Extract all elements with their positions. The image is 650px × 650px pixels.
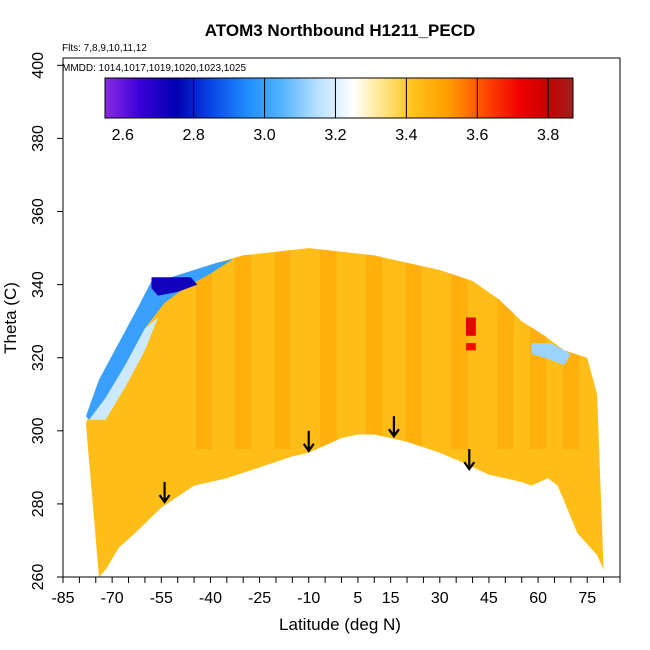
- heatmap-layer: [85, 248, 604, 577]
- colorbar-swatch: [104, 77, 574, 119]
- colorbar-tick-label: 2.6: [112, 127, 134, 144]
- arrow-3: [463, 449, 476, 471]
- colorbar-tick-label: 3.8: [537, 127, 559, 144]
- x-tick-label: 30: [431, 590, 449, 607]
- x-tick-label: -85: [51, 590, 74, 607]
- y-tick-label: 280: [30, 490, 47, 517]
- colorbar-tick-label: 3.4: [395, 127, 417, 144]
- colorbar-tick-label: 3.2: [324, 127, 346, 144]
- y-tick-label: 340: [30, 271, 47, 298]
- y-tick-label: 360: [30, 198, 47, 225]
- band-1: [235, 248, 252, 450]
- x-tick-label: 75: [578, 590, 596, 607]
- chart-title: ATOM3 Northbound H1211_PECD: [205, 21, 475, 40]
- x-tick-label: -70: [101, 590, 124, 607]
- band-5: [405, 248, 422, 450]
- band-2: [274, 248, 291, 450]
- band-7: [497, 248, 514, 450]
- arrow-2: [388, 416, 400, 439]
- y-tick-label: 320: [30, 344, 47, 371]
- x-tick-label: 60: [529, 590, 547, 607]
- y-axis: 260 280 300 320 340 360 380 400: [30, 52, 63, 590]
- y-tick-label: 400: [30, 52, 47, 79]
- x-tick-label: 15: [382, 590, 400, 607]
- band-6: [451, 248, 468, 450]
- y-tick-label: 300: [30, 417, 47, 444]
- x-axis: -85 -70 -55 -40 -25 -10 5 15 30 45 60 75: [51, 577, 621, 607]
- annotation-mmdd: MMDD: 1014,1017,1019,1020,1023,1025: [62, 63, 246, 74]
- x-tick-label: -10: [297, 590, 320, 607]
- x-tick-label: -55: [150, 590, 173, 607]
- region-light-blue-margin: [89, 317, 158, 420]
- y-axis-label: Theta (C): [1, 282, 20, 354]
- y-tick-label: 260: [30, 564, 47, 591]
- region-deep-blue-core: [151, 277, 198, 296]
- band-4: [366, 248, 383, 450]
- arrow-layer: [158, 416, 476, 504]
- chart-subtitle: Flts: 7,8,9,10,11,12: [62, 43, 147, 54]
- band-0: [195, 248, 213, 450]
- x-axis-label: Latitude (deg N): [279, 615, 401, 634]
- band-3: [320, 248, 337, 450]
- x-tick-label: -40: [199, 590, 222, 607]
- x-tick-label: 5: [353, 590, 362, 607]
- y-tick-label: 380: [30, 125, 47, 152]
- x-tick-label: 45: [480, 590, 498, 607]
- arrow-0: [158, 481, 171, 504]
- colorbar-tick-label: 2.8: [183, 127, 205, 144]
- band-9: [562, 248, 580, 450]
- colorbar-tick-label: 3.0: [253, 127, 275, 144]
- region-light-blue-60N: [531, 343, 571, 365]
- region-red-patch-40N-low: [466, 343, 476, 351]
- colorbar-tick-label: 3.6: [466, 127, 488, 144]
- x-tick-label: -25: [248, 590, 271, 607]
- region-red-patch-40N: [466, 317, 476, 336]
- arrow-1: [302, 430, 315, 453]
- colorbar: 2.6 2.8 3.0 3.2 3.4 3.6 3.8: [104, 77, 574, 144]
